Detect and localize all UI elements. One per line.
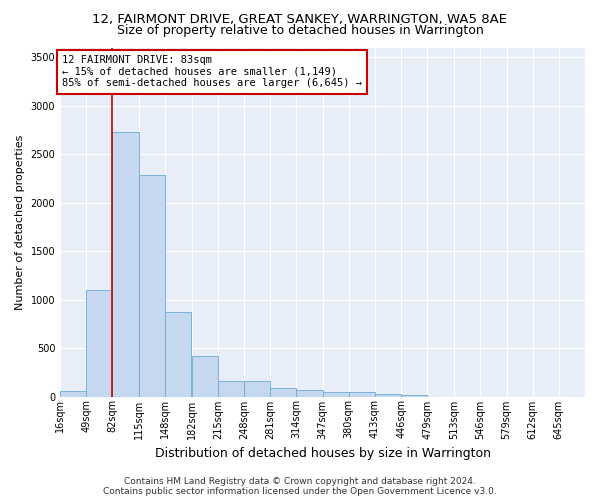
Bar (112, 132, 139, 396)
Bar (270, 388, 296, 396)
Bar (349, 392, 375, 396)
Bar (139, 176, 165, 396)
Text: 12 FAIRMONT DRIVE: 83sqm
← 15% of detached houses are smaller (1,149)
85% of sem: 12 FAIRMONT DRIVE: 83sqm ← 15% of detach… (62, 55, 362, 88)
Bar (401, 394, 427, 396)
Text: Contains HM Land Registry data © Crown copyright and database right 2024.
Contai: Contains HM Land Registry data © Crown c… (103, 476, 497, 496)
Bar (218, 380, 244, 396)
Text: 12, FAIRMONT DRIVE, GREAT SANKEY, WARRINGTON, WA5 8AE: 12, FAIRMONT DRIVE, GREAT SANKEY, WARRIN… (92, 12, 508, 26)
Text: Size of property relative to detached houses in Warrington: Size of property relative to detached ho… (116, 24, 484, 37)
Bar (165, 312, 191, 396)
Bar (296, 390, 323, 396)
Bar (323, 392, 349, 396)
X-axis label: Distribution of detached houses by size in Warrington: Distribution of detached houses by size … (155, 447, 491, 460)
Bar (86, 290, 112, 397)
Bar (192, 356, 218, 397)
Bar (244, 380, 270, 396)
Bar (60, 391, 86, 396)
Bar (375, 394, 401, 396)
Y-axis label: Number of detached properties: Number of detached properties (15, 134, 25, 310)
